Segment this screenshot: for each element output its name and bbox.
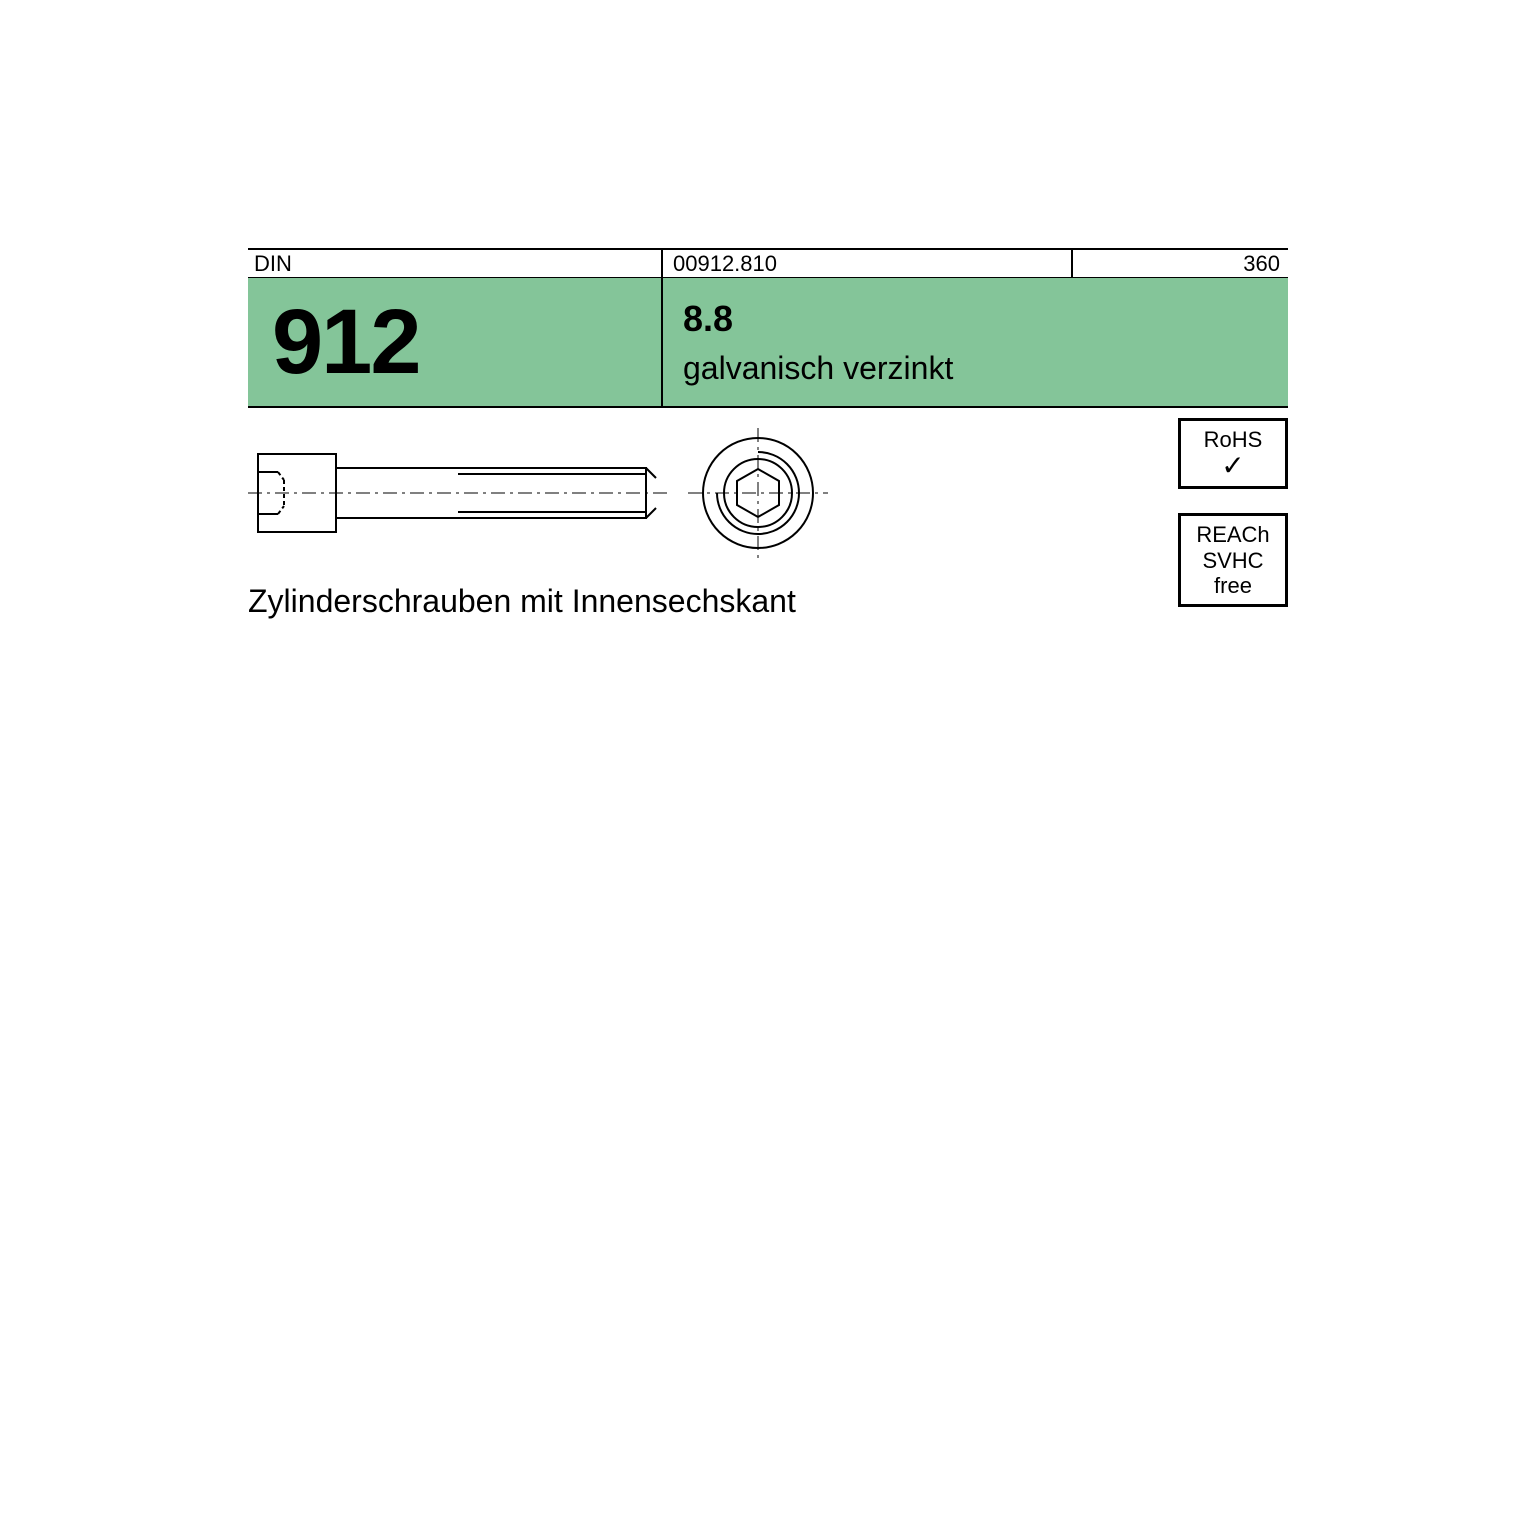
- strength-grade: 8.8: [683, 298, 1288, 340]
- title-row: 912 8.8 galvanisch verzinkt: [248, 278, 1288, 408]
- spec-card: DIN 00912.810 360 912 8.8 galvanisch ver…: [248, 248, 1288, 1288]
- din-number: 912: [272, 290, 420, 395]
- header-row: DIN 00912.810 360: [248, 248, 1288, 278]
- rohs-badge: RoHS ✓: [1178, 418, 1288, 489]
- diagram-row: RoHS ✓ REACh SVHC free: [248, 408, 1288, 568]
- compliance-badges: RoHS ✓ REACh SVHC free: [1178, 418, 1288, 607]
- reach-badge: REACh SVHC free: [1178, 513, 1288, 607]
- reach-line3: free: [1214, 573, 1252, 598]
- header-standard: DIN: [248, 250, 663, 277]
- din-number-cell: 912: [248, 278, 663, 406]
- header-article: 00912.810: [663, 250, 1073, 277]
- header-page: 360: [1073, 250, 1288, 277]
- reach-line1: REACh: [1196, 522, 1269, 547]
- spec-cell: 8.8 galvanisch verzinkt: [663, 278, 1288, 406]
- product-name: Zylinderschrauben mit Innensechskant: [248, 583, 796, 620]
- reach-line2: SVHC: [1202, 548, 1263, 573]
- screw-diagram: [248, 428, 848, 568]
- check-icon: ✓: [1221, 452, 1244, 480]
- finish: galvanisch verzinkt: [683, 350, 1288, 387]
- rohs-label: RoHS: [1204, 427, 1263, 452]
